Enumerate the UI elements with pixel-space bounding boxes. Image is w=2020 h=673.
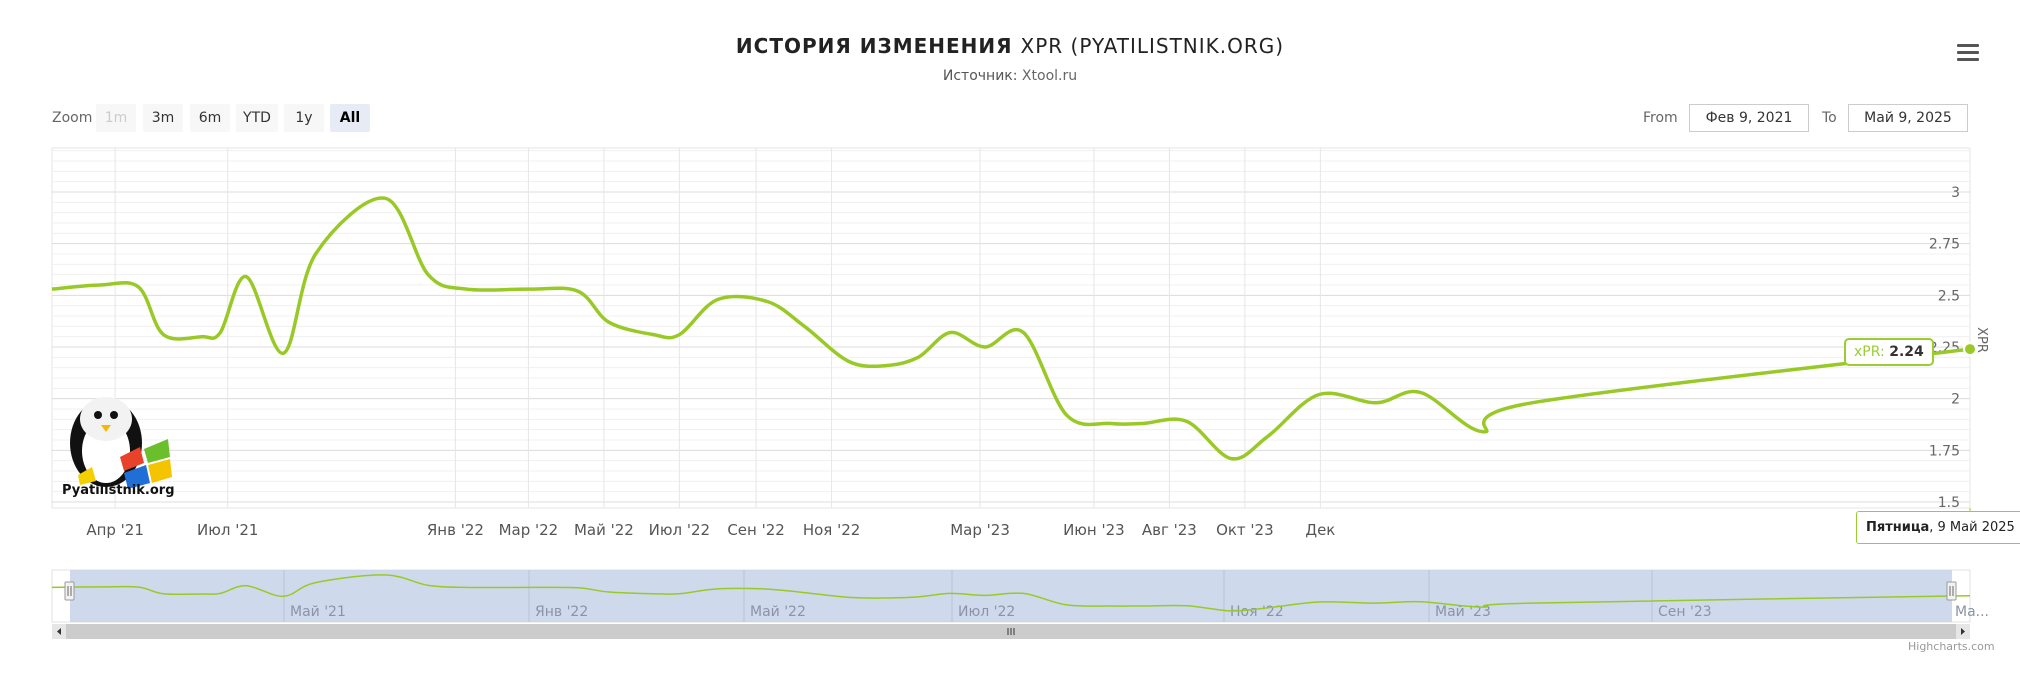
x-tick-label: Авг '23: [1142, 521, 1197, 539]
x-tick-label: Сен '22: [727, 521, 785, 539]
crosshair-date: , 9 Май 2025: [1929, 520, 2015, 535]
navigator-tick-label: Май '22: [750, 604, 806, 620]
range-from-input[interactable]: Фев 9, 2021: [1689, 104, 1809, 132]
zoom-label: Zoom: [52, 110, 93, 126]
x-tick-label: Май '22: [574, 521, 634, 539]
chart-title-bold: ИСТОРИЯ ИЗМЕНЕНИЯ: [735, 34, 1013, 58]
y-tick-label: 3: [1951, 185, 1960, 201]
range-to-label: To: [1822, 110, 1837, 126]
x-tick-label: Мар '22: [499, 521, 559, 539]
y-axis-title: XPR: [1974, 327, 1989, 353]
navigator-right-handle[interactable]: [1946, 581, 1957, 601]
plot-area: [51, 147, 1971, 509]
x-tick-label: Окт '23: [1216, 521, 1274, 539]
chart-subtitle: Источник: Xtool.ru: [0, 68, 2020, 84]
zoom-1m-button[interactable]: 1m: [96, 104, 136, 132]
credits-link[interactable]: Highcharts.com: [1908, 640, 1995, 653]
navigator-tick-label: Май '23: [1435, 604, 1491, 620]
hamburger-menu-icon[interactable]: [1957, 44, 1979, 64]
range-from-label: From: [1643, 110, 1678, 126]
x-axis-labels: Апр '21 Июл '21 Янв '22 Мар '22 Май '22 Июл '…: [86, 521, 1335, 539]
x-tick-label: Дек: [1305, 521, 1335, 539]
subtitle-label: Источник:: [942, 68, 1018, 84]
series-point-last[interactable]: [1963, 342, 1977, 357]
x-tick-label: Ноя '22: [803, 521, 860, 539]
navigator-left-handle[interactable]: [64, 581, 75, 601]
navigator-tick-label: Сен '23: [1658, 604, 1712, 620]
navigator-selection: [70, 570, 1952, 622]
zoom-1y-button[interactable]: 1y: [284, 104, 324, 132]
chart-grid: [51, 147, 1971, 516]
zoom-ytd-button[interactable]: YTD: [236, 104, 278, 132]
scroll-right-arrow-icon: [1961, 628, 1965, 635]
zoom-3m-button[interactable]: 3m: [143, 104, 183, 132]
navigator-tick-label: Май '21: [290, 604, 346, 620]
y-tick-label: 2.75: [1929, 237, 1960, 253]
y-tick-label: 1.75: [1929, 443, 1960, 459]
series-line-xpr: [51, 196, 1971, 461]
x-tick-label: Мар '23: [950, 521, 1010, 539]
navigator-series-line: [51, 574, 1971, 612]
chart-title-rest: XPR (PYATILISTNIK.ORG): [1020, 34, 1285, 58]
logo-text: Pyatilistnik.org: [62, 483, 175, 498]
tooltip: xPR: 2.24: [1844, 338, 1934, 366]
tooltip-value: 2.24: [1889, 344, 1924, 360]
scroll-left-arrow-icon: [57, 628, 61, 635]
crosshair-date-label: Пятница, 9 Май 2025: [1856, 511, 2020, 544]
chart-title: ИСТОРИЯ ИЗМЕНЕНИЯ XPR (PYATILISTNIK.ORG): [0, 34, 2020, 58]
penguin-logo-icon: [70, 397, 172, 489]
navigator-tick-label: Июл '22: [958, 604, 1015, 620]
y-tick-label: 1.5: [1938, 495, 1960, 511]
navigator: Май '21 Янв '22 Май '22 Июл '22 Ноя '22 Май '…: [51, 569, 1989, 639]
y-tick-label: 2: [1951, 392, 1960, 408]
navigator-tick-label: Ма...: [1955, 604, 1989, 620]
zoom-all-button[interactable]: All: [330, 104, 370, 132]
zoom-6m-button[interactable]: 6m: [190, 104, 230, 132]
range-to-input[interactable]: Май 9, 2025: [1848, 104, 1968, 132]
y-tick-label: 2.5: [1938, 288, 1960, 304]
x-tick-label: Июн '23: [1063, 521, 1125, 539]
x-tick-label: Апр '21: [86, 521, 144, 539]
navigator-tick-label: Янв '22: [535, 604, 588, 620]
x-tick-label: Июл '21: [197, 521, 258, 539]
crosshair-day: Пятница: [1866, 520, 1930, 535]
subtitle-source: Xtool.ru: [1021, 68, 1078, 84]
x-tick-label: Янв '22: [427, 521, 484, 539]
x-tick-label: Июл '22: [649, 521, 710, 539]
tooltip-series-name: xPR:: [1854, 344, 1885, 360]
